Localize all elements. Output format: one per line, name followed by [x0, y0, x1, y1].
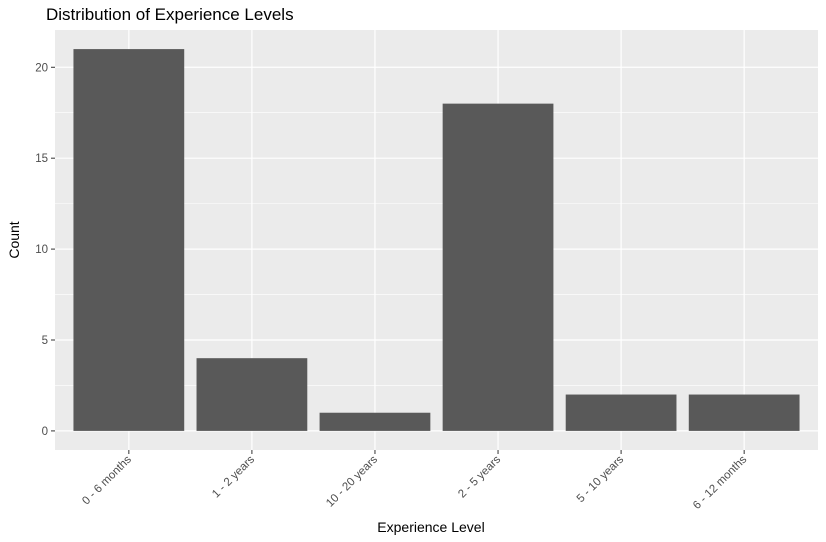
y-tick-label: 0	[42, 426, 48, 438]
x-axis-title: Experience Level	[377, 519, 484, 535]
bar	[196, 358, 308, 431]
y-axis: 0 5 10 15 20	[35, 62, 55, 438]
x-tick-label: 0 - 6 months	[80, 453, 134, 507]
y-tick-label: 10	[35, 244, 48, 256]
x-tick-label: 10 - 20 years	[324, 453, 380, 509]
bar	[688, 394, 800, 431]
x-tick-label: 5 - 10 years	[575, 453, 627, 505]
bar	[73, 49, 185, 431]
y-tick-label: 5	[42, 335, 48, 347]
y-tick-label: 15	[35, 153, 48, 165]
x-tick-label: 2 - 5 years	[456, 453, 503, 500]
x-tick-label: 1 - 2 years	[210, 453, 257, 500]
x-axis: 0 - 6 months 1 - 2 years 10 - 20 years 2 - …	[80, 450, 749, 512]
y-axis-title: Count	[6, 221, 22, 258]
bar	[565, 394, 677, 431]
bars	[73, 49, 800, 431]
y-tick-label: 20	[35, 62, 48, 74]
bar	[319, 412, 431, 431]
x-tick-label: 6 - 12 months	[691, 453, 749, 511]
bar	[442, 103, 554, 431]
chart-title: Distribution of Experience Levels	[46, 5, 294, 24]
